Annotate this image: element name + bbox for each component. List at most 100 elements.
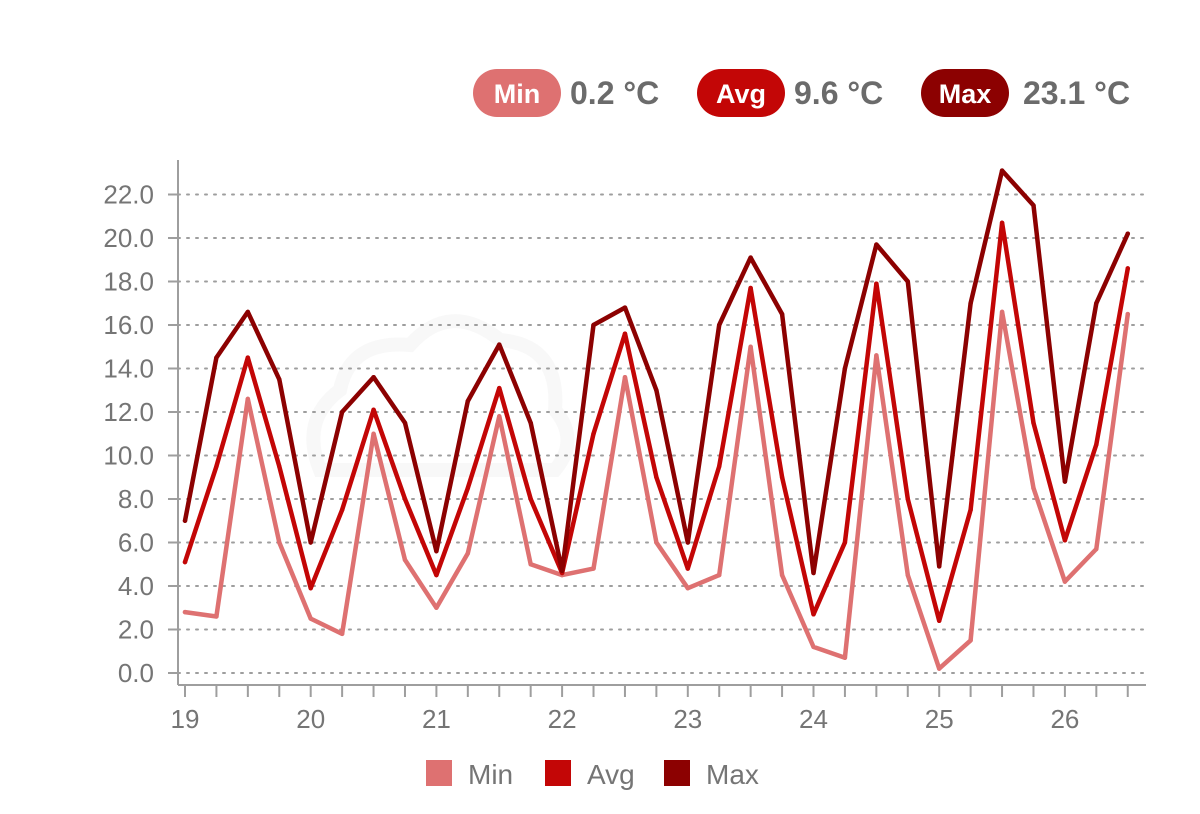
x-tick-label: 21 (422, 704, 451, 734)
data-point-max (811, 570, 816, 576)
data-point-avg (308, 585, 313, 591)
legend-item-min: Min (426, 759, 513, 790)
data-point-min (214, 614, 219, 619)
data-point-avg (654, 475, 659, 480)
badge-label-avg: Avg (716, 79, 766, 109)
data-point-max (277, 377, 282, 382)
data-point-avg (434, 572, 439, 578)
x-tick-label: 19 (171, 704, 200, 734)
data-point-avg (748, 285, 753, 291)
data-point-avg (465, 485, 471, 491)
x-tick-label: 24 (799, 704, 828, 734)
data-point-max (182, 518, 188, 523)
data-point-avg (591, 431, 596, 436)
legend-swatch-max (664, 760, 690, 786)
y-tick-label: 0.0 (118, 658, 154, 688)
badge-label-max: Max (939, 79, 992, 109)
data-point-max (591, 322, 596, 328)
legend-item-avg: Avg (545, 759, 635, 790)
x-tick-label: 20 (296, 704, 325, 734)
data-point-max (654, 388, 659, 393)
data-point-min (591, 566, 596, 571)
data-point-max (371, 375, 376, 380)
data-point-min (434, 605, 439, 610)
badge-max (921, 69, 1009, 117)
data-point-avg (214, 464, 219, 469)
data-point-min (874, 353, 879, 358)
data-point-min (968, 638, 973, 643)
data-point-max (622, 305, 628, 310)
stat-value-avg: 9.6 °C (794, 75, 883, 111)
data-point-max (748, 255, 753, 260)
data-point-avg (874, 281, 879, 286)
data-point-avg (277, 464, 282, 469)
series-lines (182, 168, 1131, 671)
data-point-min (685, 585, 690, 591)
data-point-min (308, 616, 313, 621)
data-point-min (748, 344, 753, 349)
data-point-max (559, 568, 565, 573)
x-tick-label: 25 (925, 704, 954, 734)
legend-label-max: Max (706, 759, 759, 790)
y-tick-label: 20.0 (103, 223, 154, 253)
y-tick-label: 18.0 (103, 267, 154, 297)
data-point-max (1125, 231, 1130, 236)
y-tick-label: 8.0 (118, 484, 154, 514)
summary-min: Min 0.2 °C (473, 69, 659, 117)
legend: Min Avg Max (426, 759, 759, 790)
data-point-max (1094, 301, 1099, 306)
legend-item-max: Max (664, 759, 759, 790)
y-tick-label: 4.0 (118, 571, 154, 601)
axes (177, 160, 1146, 686)
data-point-min (528, 562, 533, 567)
x-tick-label: 26 (1050, 704, 1079, 734)
data-point-min (1031, 485, 1036, 491)
data-point-avg (968, 507, 973, 513)
data-point-max (434, 549, 439, 554)
data-point-avg (842, 540, 848, 545)
legend-label-min: Min (468, 759, 513, 790)
data-point-max (685, 540, 690, 545)
x-tick-label: 23 (673, 704, 702, 734)
legend-label-avg: Avg (587, 759, 635, 790)
data-point-max (999, 168, 1005, 173)
data-point-avg (182, 559, 188, 565)
data-point-max (968, 301, 973, 306)
data-point-min (465, 551, 471, 556)
data-point-avg (999, 220, 1005, 225)
data-point-avg (1094, 442, 1099, 447)
data-point-max (339, 409, 345, 415)
data-point-min (1062, 579, 1068, 584)
y-tick-label: 2.0 (118, 615, 154, 645)
data-point-avg (339, 507, 345, 513)
data-point-min (937, 666, 942, 671)
data-point-max (528, 420, 533, 426)
data-point-max (245, 309, 251, 315)
data-point-avg (1125, 266, 1130, 271)
watermark-cloud-icon (306, 314, 575, 477)
data-point-min (1125, 311, 1130, 317)
data-point-max (1031, 203, 1036, 208)
data-point-max (874, 242, 879, 247)
stat-value-min: 0.2 °C (570, 75, 659, 111)
data-point-min (811, 644, 816, 650)
data-point-avg (497, 385, 502, 391)
data-point-min (1094, 546, 1099, 552)
data-point-min (339, 631, 345, 637)
data-point-max (465, 398, 471, 404)
data-point-min (277, 540, 282, 545)
x-tick-label: 22 (548, 704, 577, 734)
data-point-avg (371, 407, 376, 413)
data-point-max (497, 342, 502, 347)
badge-avg (697, 69, 785, 117)
data-point-min (622, 375, 628, 380)
data-point-min (905, 572, 910, 578)
data-point-avg (528, 496, 533, 502)
stat-value-max: 23.1 °C (1023, 75, 1130, 111)
data-point-min (182, 609, 188, 615)
data-point-avg (685, 566, 690, 571)
data-point-avg (245, 355, 251, 360)
data-point-avg (402, 496, 408, 502)
summary-avg: Avg 9.6 °C (697, 69, 883, 117)
